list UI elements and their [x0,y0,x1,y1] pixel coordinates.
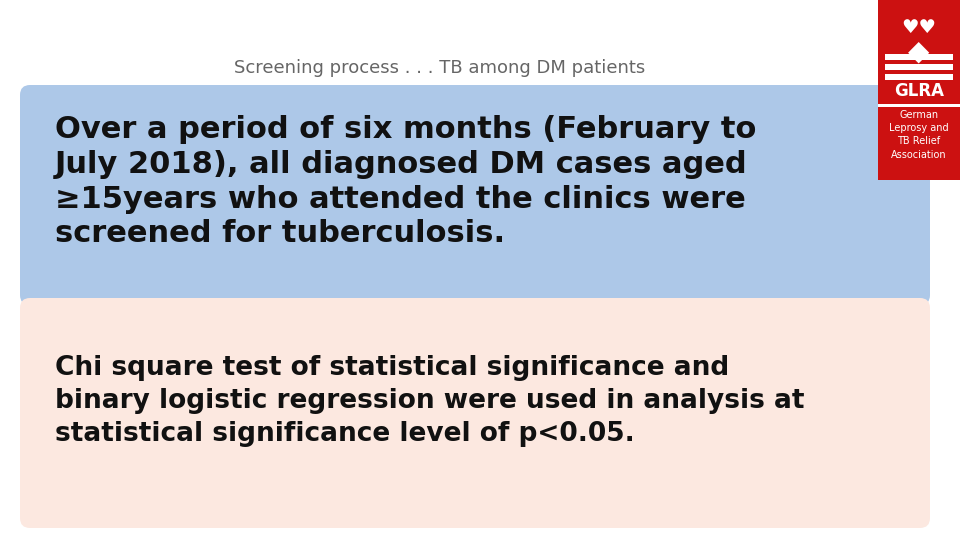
FancyBboxPatch shape [878,0,960,105]
FancyBboxPatch shape [20,298,930,528]
FancyBboxPatch shape [885,64,953,70]
Text: Screening process . . . TB among DM patients: Screening process . . . TB among DM pati… [234,59,646,77]
FancyBboxPatch shape [878,105,960,180]
Text: ♥♥: ♥♥ [901,18,937,37]
Text: German
Leprosy and
TB Relief
Association: German Leprosy and TB Relief Association [889,110,948,160]
FancyBboxPatch shape [885,74,953,80]
Text: Over a period of six months (February to
July 2018), all diagnosed DM cases aged: Over a period of six months (February to… [55,115,756,248]
Text: ◆: ◆ [908,38,929,66]
Text: Chi square test of statistical significance and
binary logistic regression were : Chi square test of statistical significa… [55,355,804,447]
FancyBboxPatch shape [20,85,930,305]
FancyBboxPatch shape [878,104,960,107]
FancyBboxPatch shape [885,54,953,60]
Text: GLRA: GLRA [894,82,944,100]
